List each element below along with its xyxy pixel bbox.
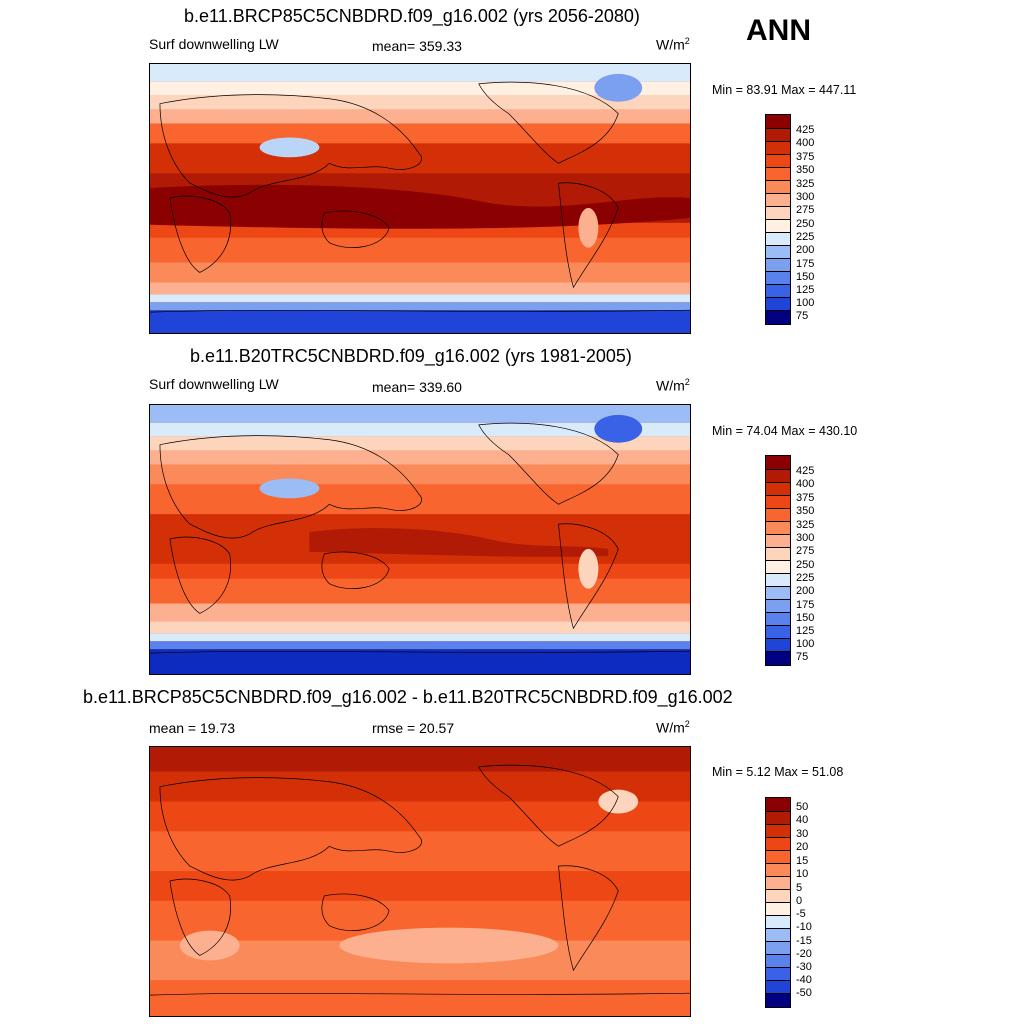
panel2-colorbar-label: 275 <box>796 545 815 557</box>
panel3-colorbar-label: -50 <box>796 987 812 999</box>
panel2-colorbar-label: 200 <box>796 585 815 597</box>
panel2-colorbar-label: 150 <box>796 612 815 624</box>
panel3-colorbar-label: -5 <box>796 908 806 920</box>
panel2-colorbar-label: 100 <box>796 638 815 650</box>
panel1-map <box>149 63 691 334</box>
panel2-colorbar-label: 350 <box>796 505 815 517</box>
panel2-units: W/m2 <box>656 377 690 394</box>
panel1-colorbar-label: 175 <box>796 258 815 270</box>
panel1-colorbar-label: 225 <box>796 231 815 243</box>
panel2-colorbar-label: 400 <box>796 478 815 490</box>
panel1-variable-label: Surf downwelling LW <box>149 36 279 52</box>
panel3-minmax: Min = 5.12 Max = 51.08 <box>712 765 844 779</box>
panel3-colorbar-label: -40 <box>796 974 812 986</box>
panel2-map <box>149 404 691 675</box>
panel1-colorbar-label: 300 <box>796 191 815 203</box>
panel2-colorbar-label: 300 <box>796 532 815 544</box>
panel1-colorbar-label: 375 <box>796 151 815 163</box>
panel1-colorbar-label: 425 <box>796 124 815 136</box>
panel1-units: W/m2 <box>656 36 690 53</box>
panel3-title: b.e11.BRCP85C5CNBDRD.f09_g16.002 - b.e11… <box>83 687 733 707</box>
panel2-variable-label: Surf downwelling LW <box>149 376 279 392</box>
panel3-colorbar-label: -10 <box>796 921 812 933</box>
panel2-colorbar-label: 325 <box>796 519 815 531</box>
panel3-units: W/m2 <box>656 719 690 736</box>
panel1-colorbar-label: 275 <box>796 204 815 216</box>
panel3-colorbar-label: 10 <box>796 868 809 880</box>
panel3-mean-label: mean = 19.73 <box>149 720 236 736</box>
panel2-colorbar-label: 125 <box>796 625 815 637</box>
panel2-colorbar-label: 250 <box>796 559 815 571</box>
panel3-colorbar-label: 40 <box>796 814 809 826</box>
panel1-colorbar-label: 250 <box>796 218 815 230</box>
panel3-map <box>149 746 691 1017</box>
panel3-colorbar <box>765 797 791 1008</box>
panel2-colorbar-label: 175 <box>796 599 815 611</box>
panel3-colorbar-label: 15 <box>796 855 809 867</box>
panel3-colorbar-label: 5 <box>796 882 803 894</box>
panel2-colorbar <box>765 455 791 666</box>
panel2-mean-label: mean= 339.60 <box>372 379 462 395</box>
panel1-colorbar-label: 400 <box>796 137 815 149</box>
panel1-colorbar-label: 200 <box>796 244 815 256</box>
panel3-colorbar-label: 50 <box>796 801 809 813</box>
panel3-colorbar-label: -20 <box>796 948 812 960</box>
panel1-colorbar-label: 100 <box>796 297 815 309</box>
season-label: ANN <box>746 14 811 47</box>
panel3-rmse-label: rmse = 20.57 <box>372 720 455 736</box>
panel1-colorbar-label: 350 <box>796 164 815 176</box>
panel3-colorbar-label: 30 <box>796 828 809 840</box>
panel1-colorbar-label: 125 <box>796 284 815 296</box>
panel1-colorbar-label: 75 <box>796 310 809 322</box>
panel1-mean-label: mean= 359.33 <box>372 38 462 54</box>
panel1-title: b.e11.BRCP85C5CNBDRD.f09_g16.002 (yrs 20… <box>184 6 640 26</box>
panel2-colorbar-label: 375 <box>796 492 815 504</box>
panel1-colorbar-label: 150 <box>796 271 815 283</box>
panel1-minmax: Min = 83.91 Max = 447.11 <box>712 83 857 97</box>
panel2-colorbar-label: 225 <box>796 572 815 584</box>
panel3-colorbar-label: -30 <box>796 961 812 973</box>
panel3-colorbar-label: 0 <box>796 895 803 907</box>
panel1-colorbar <box>765 114 791 325</box>
panel1-colorbar-label: 325 <box>796 178 815 190</box>
panel3-colorbar-label: -15 <box>796 935 812 947</box>
panel3-colorbar-label: 20 <box>796 841 809 853</box>
panel2-colorbar-label: 75 <box>796 651 809 663</box>
panel2-minmax: Min = 74.04 Max = 430.10 <box>712 424 858 438</box>
panel2-colorbar-label: 425 <box>796 465 815 477</box>
panel2-title: b.e11.B20TRC5CNBDRD.f09_g16.002 (yrs 198… <box>190 346 632 366</box>
